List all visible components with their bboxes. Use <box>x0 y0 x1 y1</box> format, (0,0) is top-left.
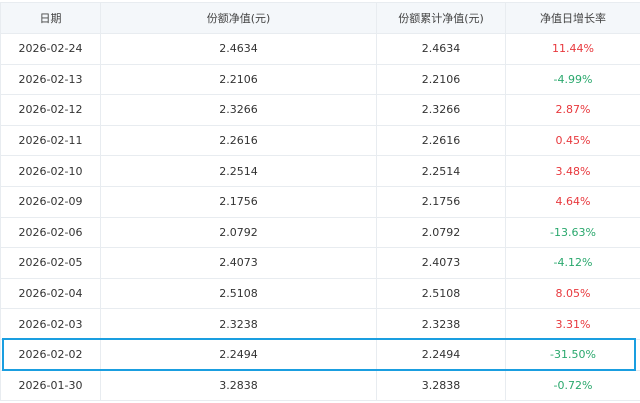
growth-rate-cell: 11.44% <box>505 33 640 65</box>
growth-rate-cell: 0.45% <box>505 124 640 157</box>
date-cell: 2026-02-02 <box>0 338 101 371</box>
accumulated-nav-cell: 2.2616 <box>376 124 506 157</box>
table-row[interactable]: 2026-02-24 2.4634 2.4634 11.44% <box>0 33 640 65</box>
accumulated-nav-cell: 2.3266 <box>376 94 506 126</box>
growth-rate-cell: -31.50% <box>505 338 640 371</box>
date-cell: 2026-02-05 <box>0 247 101 279</box>
nav-cell: 2.2514 <box>100 155 377 187</box>
nav-cell: 2.2106 <box>100 63 377 96</box>
date-cell: 2026-02-04 <box>0 277 101 310</box>
growth-rate-cell: -13.63% <box>505 216 640 249</box>
growth-rate-cell: 4.64% <box>505 185 640 218</box>
table-row[interactable]: 2026-02-03 2.3238 2.3238 3.31% <box>0 308 640 340</box>
growth-rate-cell: 8.05% <box>505 277 640 310</box>
accumulated-nav-cell: 2.4634 <box>376 33 506 65</box>
accumulated-nav-cell: 3.2838 <box>376 369 506 402</box>
growth-rate-cell: 3.48% <box>505 155 640 187</box>
table-row[interactable]: 2026-02-09 2.1756 2.1756 4.64% <box>0 185 640 218</box>
table-row[interactable]: 2026-02-10 2.2514 2.2514 3.48% <box>0 155 640 187</box>
date-cell: 2026-02-09 <box>0 185 101 218</box>
growth-rate-cell: -4.99% <box>505 63 640 96</box>
accumulated-nav-cell: 2.3238 <box>376 308 506 340</box>
header-nav[interactable]: 份额净值(元) <box>100 2 377 34</box>
growth-rate-cell: -4.12% <box>505 247 640 279</box>
table-row[interactable]: 2026-02-06 2.0792 2.0792 -13.63% <box>0 216 640 249</box>
table-row[interactable]: 2026-02-04 2.5108 2.5108 8.05% <box>0 277 640 310</box>
accumulated-nav-cell: 2.2106 <box>376 63 506 96</box>
date-cell: 2026-02-10 <box>0 155 101 187</box>
table-row[interactable]: 2026-02-02 2.2494 2.2494 -31.50% <box>0 338 640 371</box>
nav-cell: 2.4073 <box>100 247 377 279</box>
date-cell: 2026-02-13 <box>0 63 101 96</box>
accumulated-nav-cell: 2.5108 <box>376 277 506 310</box>
header-date[interactable]: 日期 <box>0 2 101 34</box>
nav-cell: 2.0792 <box>100 216 377 249</box>
growth-rate-cell: 3.31% <box>505 308 640 340</box>
nav-cell: 3.2838 <box>100 369 377 402</box>
nav-cell: 2.5108 <box>100 277 377 310</box>
nav-cell: 2.3238 <box>100 308 377 340</box>
header-daily-growth[interactable]: 净值日增长率 <box>505 2 640 34</box>
accumulated-nav-cell: 2.2514 <box>376 155 506 187</box>
table-header: 日期 份额净值(元) 份额累计净值(元) 净值日增长率 <box>0 2 640 34</box>
table-row[interactable]: 2026-02-12 2.3266 2.3266 2.87% <box>0 94 640 126</box>
nav-cell: 2.1756 <box>100 185 377 218</box>
date-cell: 2026-02-24 <box>0 33 101 65</box>
table-row[interactable]: 2026-02-13 2.2106 2.2106 -4.99% <box>0 63 640 96</box>
nav-cell: 2.2616 <box>100 124 377 157</box>
date-cell: 2026-02-11 <box>0 124 101 157</box>
nav-cell: 2.2494 <box>100 338 377 371</box>
table-row[interactable]: 2026-02-11 2.2616 2.2616 0.45% <box>0 124 640 157</box>
nav-cell: 2.4634 <box>100 33 377 65</box>
table-row[interactable]: 2026-02-05 2.4073 2.4073 -4.12% <box>0 247 640 279</box>
accumulated-nav-cell: 2.0792 <box>376 216 506 249</box>
date-cell: 2026-02-06 <box>0 216 101 249</box>
date-cell: 2026-02-03 <box>0 308 101 340</box>
accumulated-nav-cell: 2.1756 <box>376 185 506 218</box>
date-cell: 2026-02-12 <box>0 94 101 126</box>
accumulated-nav-cell: 2.2494 <box>376 338 506 371</box>
table-row[interactable]: 2026-01-30 3.2838 3.2838 -0.72% <box>0 369 640 402</box>
growth-rate-cell: -0.72% <box>505 369 640 402</box>
accumulated-nav-cell: 2.4073 <box>376 247 506 279</box>
nav-cell: 2.3266 <box>100 94 377 126</box>
growth-rate-cell: 2.87% <box>505 94 640 126</box>
header-accumulated-nav[interactable]: 份额累计净值(元) <box>376 2 506 34</box>
date-cell: 2026-01-30 <box>0 369 101 402</box>
